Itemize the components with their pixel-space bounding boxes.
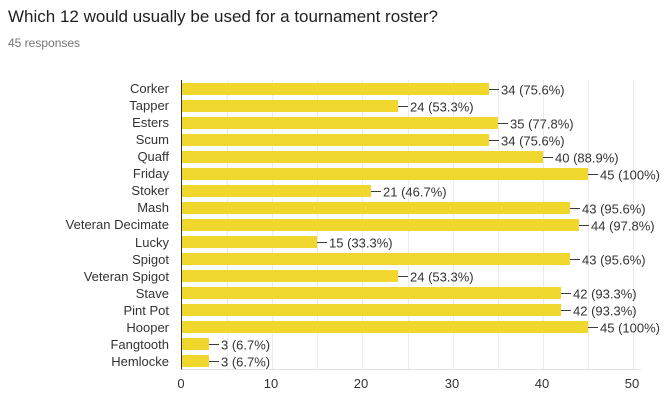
bar-mash [182, 202, 570, 214]
bar-veteran-decimate [182, 219, 579, 231]
plot-area: 34 (75.6%) 24 (53.3%) 35 (77.8%) 34 (75.6%)… [181, 80, 660, 370]
category-label: Pint Pot [123, 303, 169, 319]
value-connector-line [317, 242, 327, 243]
x-tick-label: 30 [444, 376, 460, 391]
category-label: Spigot [132, 252, 169, 268]
value-connector-line [209, 344, 219, 345]
value-label: 35 (77.8%) [510, 116, 574, 132]
value-connector-line [588, 327, 598, 328]
value-connector-line [579, 225, 589, 226]
gridline [633, 80, 634, 369]
bar-scum [182, 134, 489, 146]
value-connector-line [498, 123, 508, 124]
category-label: Hemlocke [111, 354, 169, 370]
x-tick-label: 10 [263, 376, 279, 391]
value-label: 40 (88.9%) [555, 150, 619, 166]
value-connector-line [570, 259, 580, 260]
category-label: Lucky [135, 235, 169, 251]
value-connector-line [570, 208, 580, 209]
category-label: Mash [137, 200, 169, 216]
value-connector-line [398, 106, 408, 107]
value-label: 15 (33.3%) [329, 235, 393, 251]
bar-corker [182, 83, 489, 95]
bar-pint-pot [182, 304, 561, 316]
bar-spigot [182, 253, 570, 265]
value-connector-line [543, 157, 553, 158]
value-connector-line [588, 174, 598, 175]
bar-lucky [182, 236, 317, 248]
bar-quaff [182, 151, 543, 163]
category-label: Veteran Decimate [65, 217, 169, 233]
bar-tapper [182, 100, 398, 112]
value-label: 43 (95.6%) [582, 201, 646, 217]
category-label: Corker [129, 81, 169, 97]
value-connector-line [209, 361, 219, 362]
value-label: 34 (75.6%) [501, 82, 565, 98]
value-label: 45 (100%) [600, 167, 660, 183]
category-label: Quaff [137, 149, 169, 165]
x-tick-label: 20 [353, 376, 369, 391]
value-label: 3 (6.7%) [221, 354, 271, 370]
value-label: 24 (53.3%) [410, 269, 474, 285]
category-label: Stoker [131, 183, 169, 199]
category-label: Hooper [126, 320, 169, 336]
category-axis-labels: Corker Tapper Esters Scum Quaff Friday Stoker M… [0, 80, 175, 370]
value-label: 3 (6.7%) [221, 337, 271, 353]
value-label: 45 (100%) [600, 320, 660, 336]
category-label: Friday [132, 166, 169, 182]
value-connector-line [398, 276, 408, 277]
value-connector-line [489, 140, 499, 141]
category-label: Tapper [129, 98, 169, 114]
category-label: Veteran Spigot [83, 269, 169, 285]
bar-stoker [182, 185, 371, 197]
value-label: 42 (93.3%) [573, 303, 637, 319]
bar-stave [182, 287, 561, 299]
bar-fangtooth [182, 338, 209, 350]
bar-esters [182, 117, 498, 129]
value-connector-line [561, 293, 571, 294]
bar-friday [182, 168, 588, 180]
bar-hooper [182, 321, 588, 333]
value-label: 42 (93.3%) [573, 286, 637, 302]
category-label: Scum [135, 132, 169, 148]
chart-title: Which 12 would usually be used for a tou… [8, 7, 438, 26]
category-label: Stave [135, 286, 169, 302]
value-label: 44 (97.8%) [591, 218, 655, 234]
x-tick-label: 50 [624, 376, 640, 391]
gridline [588, 80, 589, 369]
x-axis-tick-labels: 0 10 20 30 40 50 [177, 376, 641, 396]
value-label: 24 (53.3%) [410, 99, 474, 115]
response-count: 45 responses [8, 36, 81, 50]
x-tick-label: 0 [177, 376, 185, 391]
bar-hemlocke [182, 355, 209, 367]
value-label: 34 (75.6%) [501, 133, 565, 149]
bar-veteran-spigot [182, 270, 398, 282]
value-connector-line [561, 310, 571, 311]
value-connector-line [371, 191, 381, 192]
value-label: 21 (46.7%) [383, 184, 447, 200]
value-connector-line [489, 89, 499, 90]
x-tick-label: 40 [534, 376, 550, 391]
value-label: 43 (95.6%) [582, 252, 646, 268]
category-label: Fangtooth [110, 337, 169, 353]
category-label: Esters [132, 115, 169, 131]
